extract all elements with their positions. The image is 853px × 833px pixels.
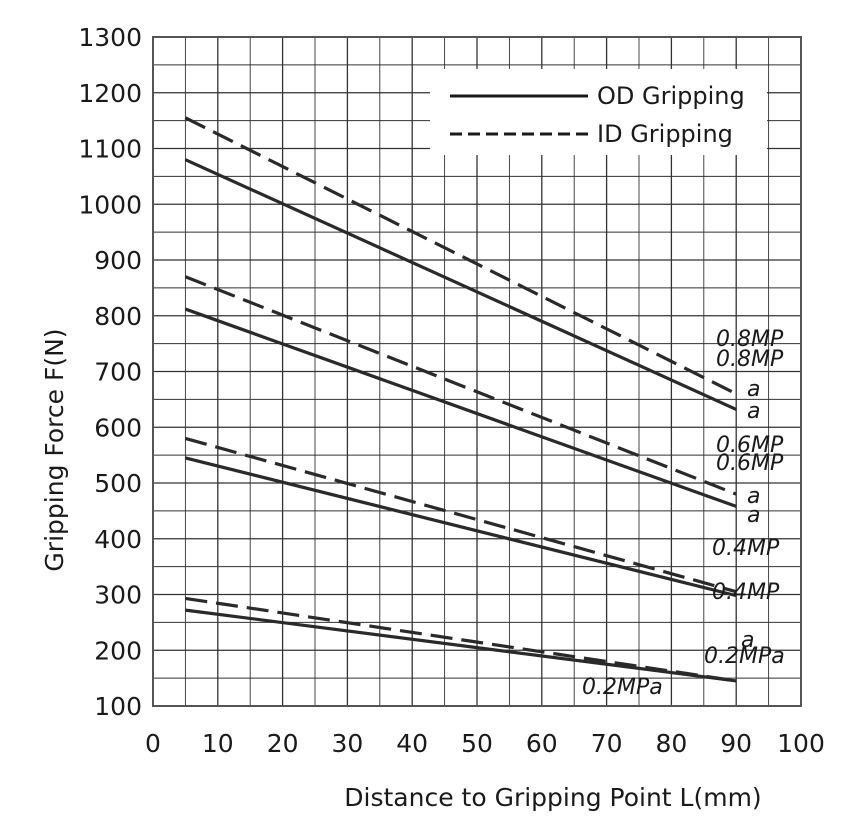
legend-box <box>430 69 767 155</box>
x-tick-label: 20 <box>267 729 299 758</box>
x-tick-label: 70 <box>591 729 623 758</box>
legend-label-od: OD Gripping <box>597 82 745 110</box>
x-tick-label: 60 <box>526 729 558 758</box>
series-line <box>184 307 737 508</box>
x-tick-label: 90 <box>720 729 752 758</box>
series-label-suffix: a <box>741 628 754 653</box>
series-label-suffix: a <box>747 399 760 424</box>
y-tick-labels: 100 200 300 400 500 600 700 800 900 1000 1100 1200 1… <box>78 23 142 721</box>
legend-label-id: ID Gripping <box>597 120 733 148</box>
y-tick-label: 800 <box>94 302 142 331</box>
series-line <box>185 608 737 683</box>
series-label: 0.6MP <box>716 433 784 458</box>
x-tick-label: 10 <box>202 729 234 758</box>
y-tick-label: 700 <box>94 358 142 387</box>
series-label-suffix: a <box>747 377 760 402</box>
y-tick-label: 600 <box>94 413 142 442</box>
x-tick-label: 40 <box>396 729 428 758</box>
series-line <box>184 116 737 396</box>
series-label: 0.2MPa <box>582 675 663 700</box>
y-tick-label: 1100 <box>78 135 142 164</box>
x-tick-label: 30 <box>331 729 363 758</box>
x-axis-title: Distance to Gripping Point L(mm) <box>344 783 761 812</box>
series-line <box>184 158 737 411</box>
series-line <box>184 275 737 496</box>
y-tick-label: 1200 <box>78 79 142 108</box>
series-label-suffix: a <box>747 503 760 528</box>
series-label: 0.6MP <box>716 451 784 476</box>
y-tick-label: 900 <box>94 246 142 275</box>
series-label: 0.8MP <box>716 327 784 352</box>
x-tick-label: 50 <box>461 729 493 758</box>
series-label: 0.4MP <box>712 580 780 605</box>
legend: OD Gripping ID Gripping <box>430 69 767 155</box>
y-tick-label: 1300 <box>78 23 142 52</box>
y-tick-label: 300 <box>94 581 142 610</box>
x-tick-label: 100 <box>777 729 825 758</box>
series-label: 0.4MP <box>712 536 780 561</box>
series-lines <box>184 116 737 683</box>
y-tick-label: 400 <box>94 525 142 554</box>
y-tick-label: 500 <box>94 469 142 498</box>
series-label: 0.2MPa <box>704 644 785 669</box>
y-tick-label: 1000 <box>78 190 142 219</box>
y-axis-title: Gripping Force F(N) <box>40 328 69 571</box>
series-label-suffix: a <box>747 484 760 509</box>
series-label: 0.8MP <box>716 347 784 372</box>
y-tick-label: 100 <box>94 692 142 721</box>
series-line <box>185 456 737 598</box>
plot-frame <box>152 36 802 707</box>
series-line <box>184 436 737 594</box>
series-labels: 0.8MP a 0.8MP a 0.6MP a 0.6MP a 0.4MP a 0.4MP 0.2MP… <box>582 327 785 700</box>
x-tick-label: 0 <box>145 729 161 758</box>
x-tick-label: 80 <box>655 729 687 758</box>
y-tick-label: 200 <box>94 636 142 665</box>
x-tick-labels: 0 10 20 30 40 50 60 70 80 90 100 <box>145 729 825 758</box>
